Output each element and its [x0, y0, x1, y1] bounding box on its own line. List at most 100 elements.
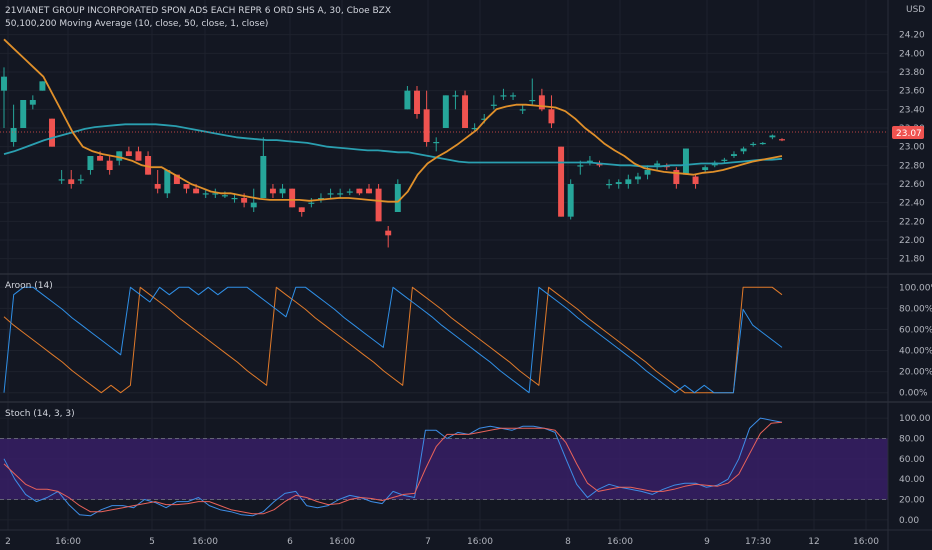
candle-body: [759, 142, 766, 145]
aroon-lines: [3, 286, 783, 394]
candle-body: [721, 159, 728, 161]
candle-body: [1, 76, 7, 91]
candle: [164, 170, 171, 198]
candle-body: [548, 109, 555, 124]
candle-body: [740, 148, 747, 152]
candle-body: [346, 191, 353, 193]
candle: [740, 146, 747, 155]
candle-body: [49, 118, 56, 147]
candle-body: [730, 154, 737, 156]
candle-body: [366, 188, 372, 194]
candle: [183, 184, 190, 194]
price-tick-label: 23.60: [899, 87, 925, 97]
candle: [654, 160, 661, 170]
candle: [58, 170, 65, 184]
aroon-up-line: [3, 286, 783, 394]
candle-body: [183, 184, 190, 189]
aroon-down-line: [3, 286, 783, 394]
candle: [1, 67, 7, 128]
candle-body: [135, 151, 142, 161]
candle-body: [414, 90, 420, 114]
candle: [673, 167, 680, 189]
time-tick-label: 16:00: [467, 537, 493, 547]
time-tick-label: 7: [425, 537, 431, 547]
time-tick-label: 16:00: [853, 537, 879, 547]
candle: [308, 198, 315, 208]
candle-body: [164, 170, 171, 194]
candle: [548, 95, 555, 128]
candle: [154, 170, 161, 194]
price-tick-label: 23.00: [899, 143, 925, 153]
time-tick-label: 6: [287, 537, 293, 547]
currency-label: USD: [906, 5, 925, 15]
candle-body: [116, 151, 123, 161]
time-axis[interactable]: 2 16:00 5 16:00 6 16:00 7 16:00 8 16:00 9 17:30 12 16…: [5, 537, 879, 547]
candle: [260, 137, 267, 198]
candle: [779, 138, 785, 142]
candle-body: [462, 95, 469, 128]
candle: [567, 179, 574, 220]
candle-body: [221, 195, 228, 197]
candle-body: [20, 100, 27, 128]
price-tick-label: 100.00%: [899, 283, 932, 293]
candle-body: [298, 207, 305, 212]
candle-body: [289, 188, 296, 208]
candle-body: [750, 143, 757, 146]
candle: [510, 92, 517, 100]
time-tick-label: 16:00: [55, 537, 81, 547]
candle-body: [10, 128, 17, 142]
candle: [375, 184, 382, 222]
time-tick-label: 12: [808, 537, 819, 547]
candle: [538, 88, 545, 112]
candle-body: [519, 109, 526, 111]
candle: [125, 146, 132, 156]
candle: [606, 179, 613, 189]
candle: [433, 137, 440, 152]
candle: [625, 174, 632, 189]
price-tick-label: 40.00: [899, 475, 925, 485]
candle: [394, 179, 401, 212]
candle-body: [692, 176, 699, 184]
price-tick-label: 22.40: [899, 199, 925, 209]
candle: [702, 165, 709, 173]
stoch-k-line: [3, 417, 783, 517]
candle-body: [125, 151, 132, 156]
price-tick-label: 0.00%: [899, 389, 928, 399]
candle: [337, 188, 344, 198]
candle: [289, 188, 296, 208]
candle-body: [779, 139, 785, 141]
candle-body: [606, 184, 613, 186]
candle-body: [231, 198, 238, 200]
candle-body: [145, 156, 152, 175]
candle: [49, 118, 56, 147]
last-price-value: 23.07: [896, 129, 922, 139]
candle-body: [490, 104, 497, 106]
candle-body: [77, 179, 84, 181]
candle: [269, 184, 276, 198]
candle-body: [596, 163, 603, 166]
candle-body: [625, 179, 632, 184]
price-tick-label: 21.80: [899, 255, 925, 265]
candle-body: [644, 170, 651, 175]
candle: [385, 226, 392, 248]
candle-body: [39, 81, 46, 91]
candle: [250, 188, 257, 212]
candle-body: [58, 179, 65, 181]
price-tick-label: 22.20: [899, 217, 925, 227]
candle: [327, 188, 334, 198]
time-tick-label: 17:30: [745, 537, 771, 547]
candle-body: [404, 90, 411, 110]
candle: [145, 151, 152, 175]
price-tick-label: 22.00: [899, 236, 925, 246]
aroon-legend: Aroon (14): [5, 281, 53, 291]
candle-body: [702, 167, 709, 170]
candle-body: [538, 95, 545, 110]
candle: [317, 193, 324, 203]
candle: [634, 172, 641, 184]
candle-body: [337, 193, 344, 195]
candle-body: [654, 163, 661, 166]
candle: [586, 156, 593, 166]
price-tick-label: 24.00: [899, 49, 925, 59]
time-tick-label: 2: [5, 537, 11, 547]
